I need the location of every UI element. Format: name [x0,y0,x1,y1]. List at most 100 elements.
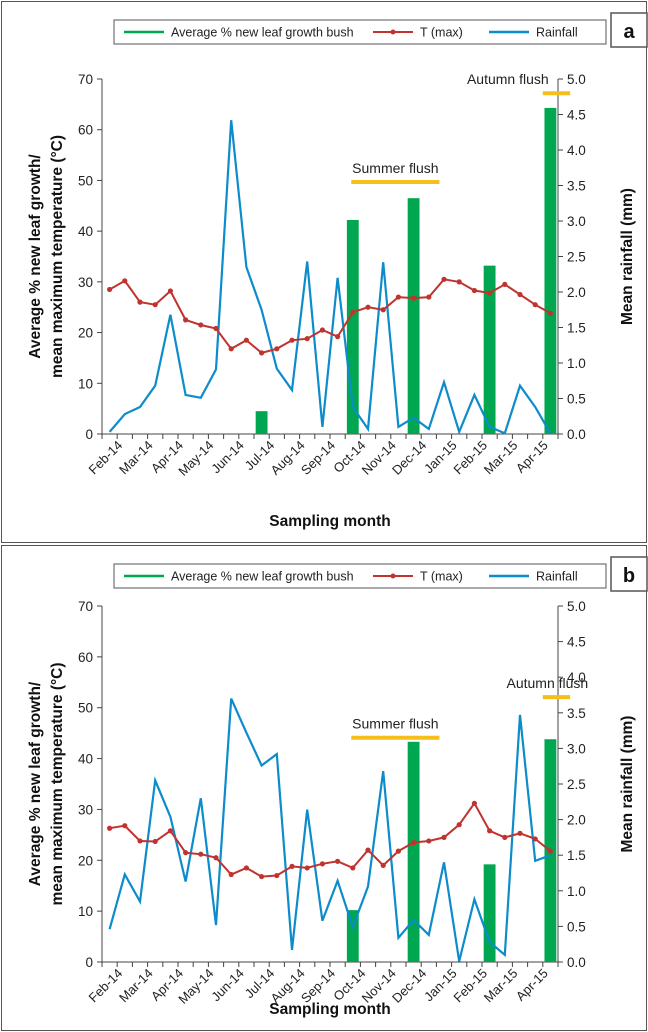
tmax-point [137,838,143,844]
tmax-point [167,288,173,294]
x-tick-label: Sep-14 [298,966,338,1006]
y2-tick-label: 4.5 [567,635,586,650]
tmax-point [471,287,477,294]
tmax-point [304,865,310,871]
y2-tick-label: 5.0 [567,599,586,614]
y-tick-label: 40 [78,752,93,767]
y2-tick-label: 1.5 [567,321,586,336]
legend-growth-label: Average % new leaf growth bush [171,570,354,584]
tmax-point [304,336,310,342]
y-tick-label: 30 [78,275,93,290]
tmax-point [471,800,477,806]
tmax-point [289,337,295,343]
x-tick-label: Apr-15 [513,438,551,476]
tmax-point [274,346,280,352]
tmax-point [517,830,523,836]
flush-label: Summer flush [352,716,438,732]
y2-tick-label: 3.5 [567,179,586,194]
y2-tick-label: 1.0 [567,884,586,899]
tmax-point [350,309,356,315]
x-tick-label: Jun-14 [208,966,247,1005]
legend-rain-label: Rainfall [536,570,578,584]
tmax-point [167,828,173,834]
y-axis-title-line1: Average % new leaf growth/ [27,154,44,359]
tmax-point [532,836,538,842]
x-tick-label: Mar-15 [481,966,521,1006]
tmax-point [487,290,493,296]
x-tick-label: Jun-14 [208,438,247,477]
tmax-point [517,291,523,298]
growth-bar [255,411,268,434]
y-tick-label: 30 [78,802,93,817]
y-tick-label: 0 [85,955,93,970]
tmax-point [198,851,204,857]
tmax-point [213,325,219,332]
y-tick-label: 60 [78,123,93,138]
y2-tick-label: 2.0 [567,813,586,828]
tmax-point [380,307,386,313]
tmax-point [122,823,128,829]
panel-frame [1,545,647,1031]
tmax-point [426,838,432,844]
tmax-point [487,828,493,834]
tmax-point [152,838,158,845]
tmax-point [547,848,554,854]
growth-bar [346,910,359,962]
tmax-point [365,847,371,853]
legend-tmax-marker [390,573,396,579]
tmax-point [107,825,113,831]
y-tick-label: 10 [78,904,93,919]
tmax-point [274,872,280,879]
tmax-point [502,834,508,841]
y-tick-label: 70 [78,72,93,87]
x-tick-label: Mar-15 [481,438,521,478]
legend-tmax-label: T (max) [420,570,463,584]
legend-growth-label: Average % new leaf growth bush [171,26,354,40]
growth-bar [483,265,496,434]
panel-frame [1,1,647,543]
y-tick-label: 50 [78,701,93,716]
tmax-point [395,848,401,854]
y2-tick-label: 4.0 [567,670,586,685]
x-axis-title: Sampling month [269,1001,390,1018]
tmax-point [456,822,462,828]
y2-tick-label: 0.0 [567,427,586,442]
rainfall-line [108,698,551,962]
legend-tmax-marker [390,29,396,35]
x-tick-label: Dec-14 [389,966,429,1006]
y-tick-label: 50 [78,173,93,188]
y2-tick-label: 5.0 [567,72,586,87]
tmax-point [198,322,204,328]
tmax-point [502,281,508,287]
tmax-point [228,346,234,352]
x-tick-label: Apr-15 [513,966,551,1004]
y2-axis-title: Mean rainfall (mm) [619,716,636,853]
y2-tick-label: 3.0 [567,741,586,756]
tmax-point [243,865,249,871]
y2-tick-label: 0.0 [567,955,586,970]
tmax-point [547,310,554,316]
tmax-point [152,302,158,308]
x-tick-label: Sep-14 [298,438,338,478]
y2-tick-label: 0.5 [567,919,586,934]
y-axis-title-line2: mean maximum temperature (°C) [49,135,66,378]
y2-tick-label: 4.5 [567,108,586,123]
growth-bar [544,107,557,435]
tmax-point [426,294,432,300]
y2-tick-label: 1.5 [567,848,586,863]
tmax-point [335,334,341,340]
tmax-point [380,862,386,868]
tmax-point [411,839,417,846]
chart-panel-a: Average % new leaf growth bush T (max) Rai… [1,1,648,543]
panel-letter-box [610,12,648,48]
y-axis-title-line1: Average % new leaf growth/ [27,681,44,886]
flush-label: Autumn flush [507,675,589,691]
tmax-point [183,850,189,856]
tmax-point [350,865,356,871]
legend-tmax-label: T (max) [420,26,463,40]
legend-rain-label: Rainfall [536,26,578,40]
tmax-point [107,286,113,293]
y2-tick-label: 3.5 [567,706,586,721]
tmax-point [335,858,341,864]
